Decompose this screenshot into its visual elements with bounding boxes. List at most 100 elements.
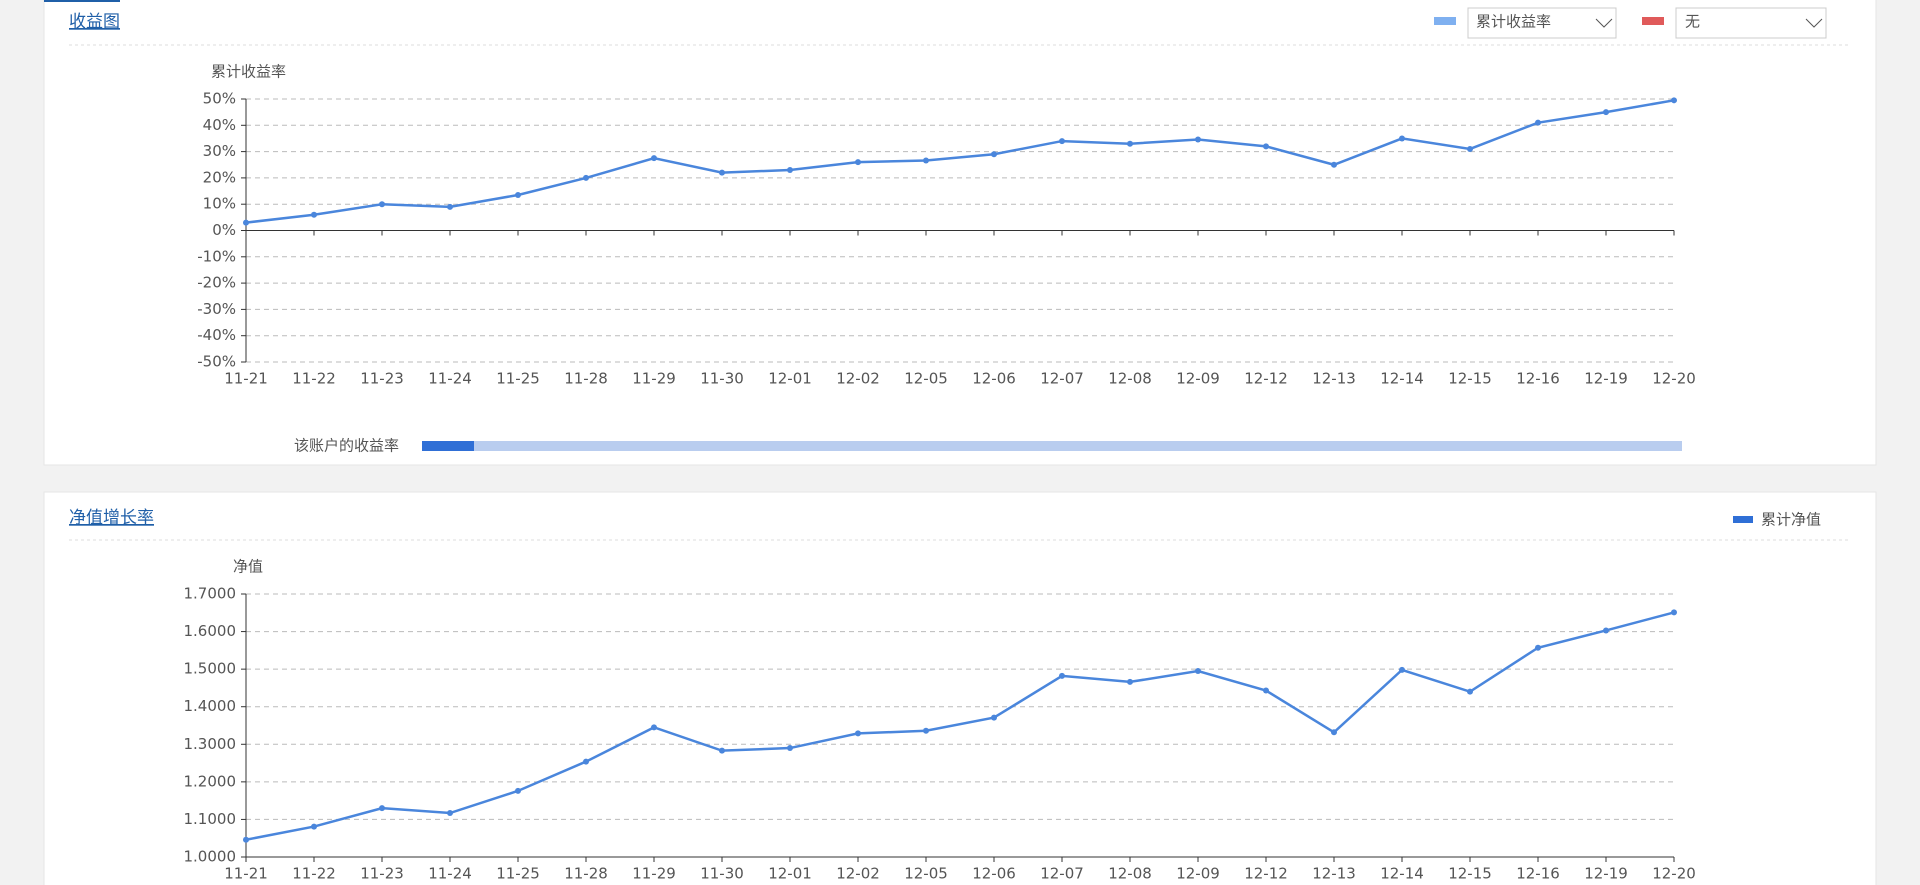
y-tick-label: 1.1000 <box>184 810 237 828</box>
x-tick-label: 12-01 <box>768 865 812 883</box>
y-axis-title: 净值 <box>233 558 263 576</box>
point <box>1399 666 1405 673</box>
x-tick-label: 12-06 <box>972 865 1016 883</box>
y-tick-label: 10% <box>203 195 236 213</box>
point <box>583 758 589 765</box>
y-tick-label: -10% <box>197 247 236 265</box>
x-tick-label: 12-01 <box>768 370 812 388</box>
x-tick-label: 12-07 <box>1040 370 1084 388</box>
point <box>719 169 725 176</box>
x-tick-label: 12-05 <box>904 865 948 883</box>
x-tick-label: 11-29 <box>632 865 676 883</box>
legend-swatch <box>1733 516 1753 523</box>
y-tick-label: 40% <box>203 116 236 134</box>
x-tick-label: 12-15 <box>1448 865 1492 883</box>
y-tick-label: 50% <box>203 90 236 108</box>
panel-title[interactable]: 净值增长率 <box>69 508 154 528</box>
legend-swatch <box>1642 17 1664 25</box>
select[interactable] <box>1675 7 1827 39</box>
y-tick-label: 1.3000 <box>184 735 237 753</box>
x-tick-label: 12-20 <box>1652 865 1696 883</box>
point <box>1671 97 1677 104</box>
x-tick-label: 12-05 <box>904 370 948 388</box>
x-tick-label: 12-02 <box>836 370 880 388</box>
point <box>1331 161 1337 168</box>
tab-indicator <box>44 0 120 2</box>
point <box>787 167 793 174</box>
x-tick-label: 11-22 <box>292 370 336 388</box>
y-tick-label: 20% <box>203 168 236 186</box>
x-tick-label: 12-16 <box>1516 865 1560 883</box>
x-tick-label: 11-30 <box>700 370 744 388</box>
x-tick-label: 11-23 <box>360 370 404 388</box>
point <box>311 211 317 218</box>
y-tick-label: -20% <box>197 274 236 292</box>
point <box>1467 688 1473 695</box>
point <box>923 727 929 734</box>
y-tick-label: 1.0000 <box>184 848 237 866</box>
slider-track[interactable] <box>422 441 1682 451</box>
x-tick-label: 11-29 <box>632 370 676 388</box>
select-text: 累计收益率 <box>1476 13 1551 31</box>
point <box>447 810 453 817</box>
x-tick-label: 12-13 <box>1312 865 1356 883</box>
legend-swatch <box>1434 17 1456 25</box>
point <box>1535 119 1541 126</box>
y-tick-label: -30% <box>197 300 236 318</box>
point <box>243 219 249 226</box>
point <box>1263 687 1269 694</box>
x-tick-label: 11-23 <box>360 865 404 883</box>
point <box>1399 135 1405 142</box>
point <box>1127 678 1133 685</box>
y-axis-title: 累计收益率 <box>211 63 286 81</box>
point <box>787 745 793 752</box>
panel <box>43 0 1877 466</box>
x-tick-label: 12-02 <box>836 865 880 883</box>
point <box>1263 143 1269 150</box>
point <box>515 191 521 198</box>
point <box>991 714 997 721</box>
x-tick-label: 12-07 <box>1040 865 1084 883</box>
x-tick-label: 11-25 <box>496 370 540 388</box>
point <box>243 836 249 843</box>
dropdown-arrow <box>1805 18 1823 28</box>
x-tick-label: 12-14 <box>1380 370 1424 388</box>
y-tick-label: 1.7000 <box>184 585 237 603</box>
y-tick-label: 1.4000 <box>184 697 237 715</box>
y-tick-label: -40% <box>197 326 236 344</box>
point <box>1059 138 1065 145</box>
point <box>991 151 997 158</box>
x-tick-label: 12-08 <box>1108 865 1152 883</box>
point <box>1127 140 1133 147</box>
point <box>1195 136 1201 143</box>
y-tick-label: 30% <box>203 142 236 160</box>
x-tick-label: 11-25 <box>496 865 540 883</box>
x-tick-label: 12-09 <box>1176 370 1220 388</box>
panel-title[interactable]: 收益图 <box>69 12 120 32</box>
x-tick-label: 12-14 <box>1380 865 1424 883</box>
x-tick-label: 12-08 <box>1108 370 1152 388</box>
x-tick-label: 12-16 <box>1516 370 1560 388</box>
point <box>311 823 317 830</box>
point <box>447 203 453 210</box>
select[interactable] <box>1467 7 1617 39</box>
point <box>1603 109 1609 116</box>
x-tick-label: 12-06 <box>972 370 1016 388</box>
point <box>1535 644 1541 651</box>
series-line <box>245 99 1675 224</box>
point <box>515 787 521 794</box>
point <box>651 724 657 731</box>
x-tick-label: 11-22 <box>292 865 336 883</box>
point <box>651 155 657 162</box>
point <box>1603 627 1609 634</box>
x-tick-label: 11-21 <box>224 865 268 883</box>
point <box>923 157 929 164</box>
slider-handle[interactable] <box>422 441 474 451</box>
point <box>1671 609 1677 616</box>
x-tick-label: 12-19 <box>1584 865 1628 883</box>
point <box>379 201 385 208</box>
point <box>1331 729 1337 736</box>
x-tick-label: 11-28 <box>564 370 608 388</box>
x-tick-label: 11-21 <box>224 370 268 388</box>
y-tick-label: 1.2000 <box>184 772 237 790</box>
